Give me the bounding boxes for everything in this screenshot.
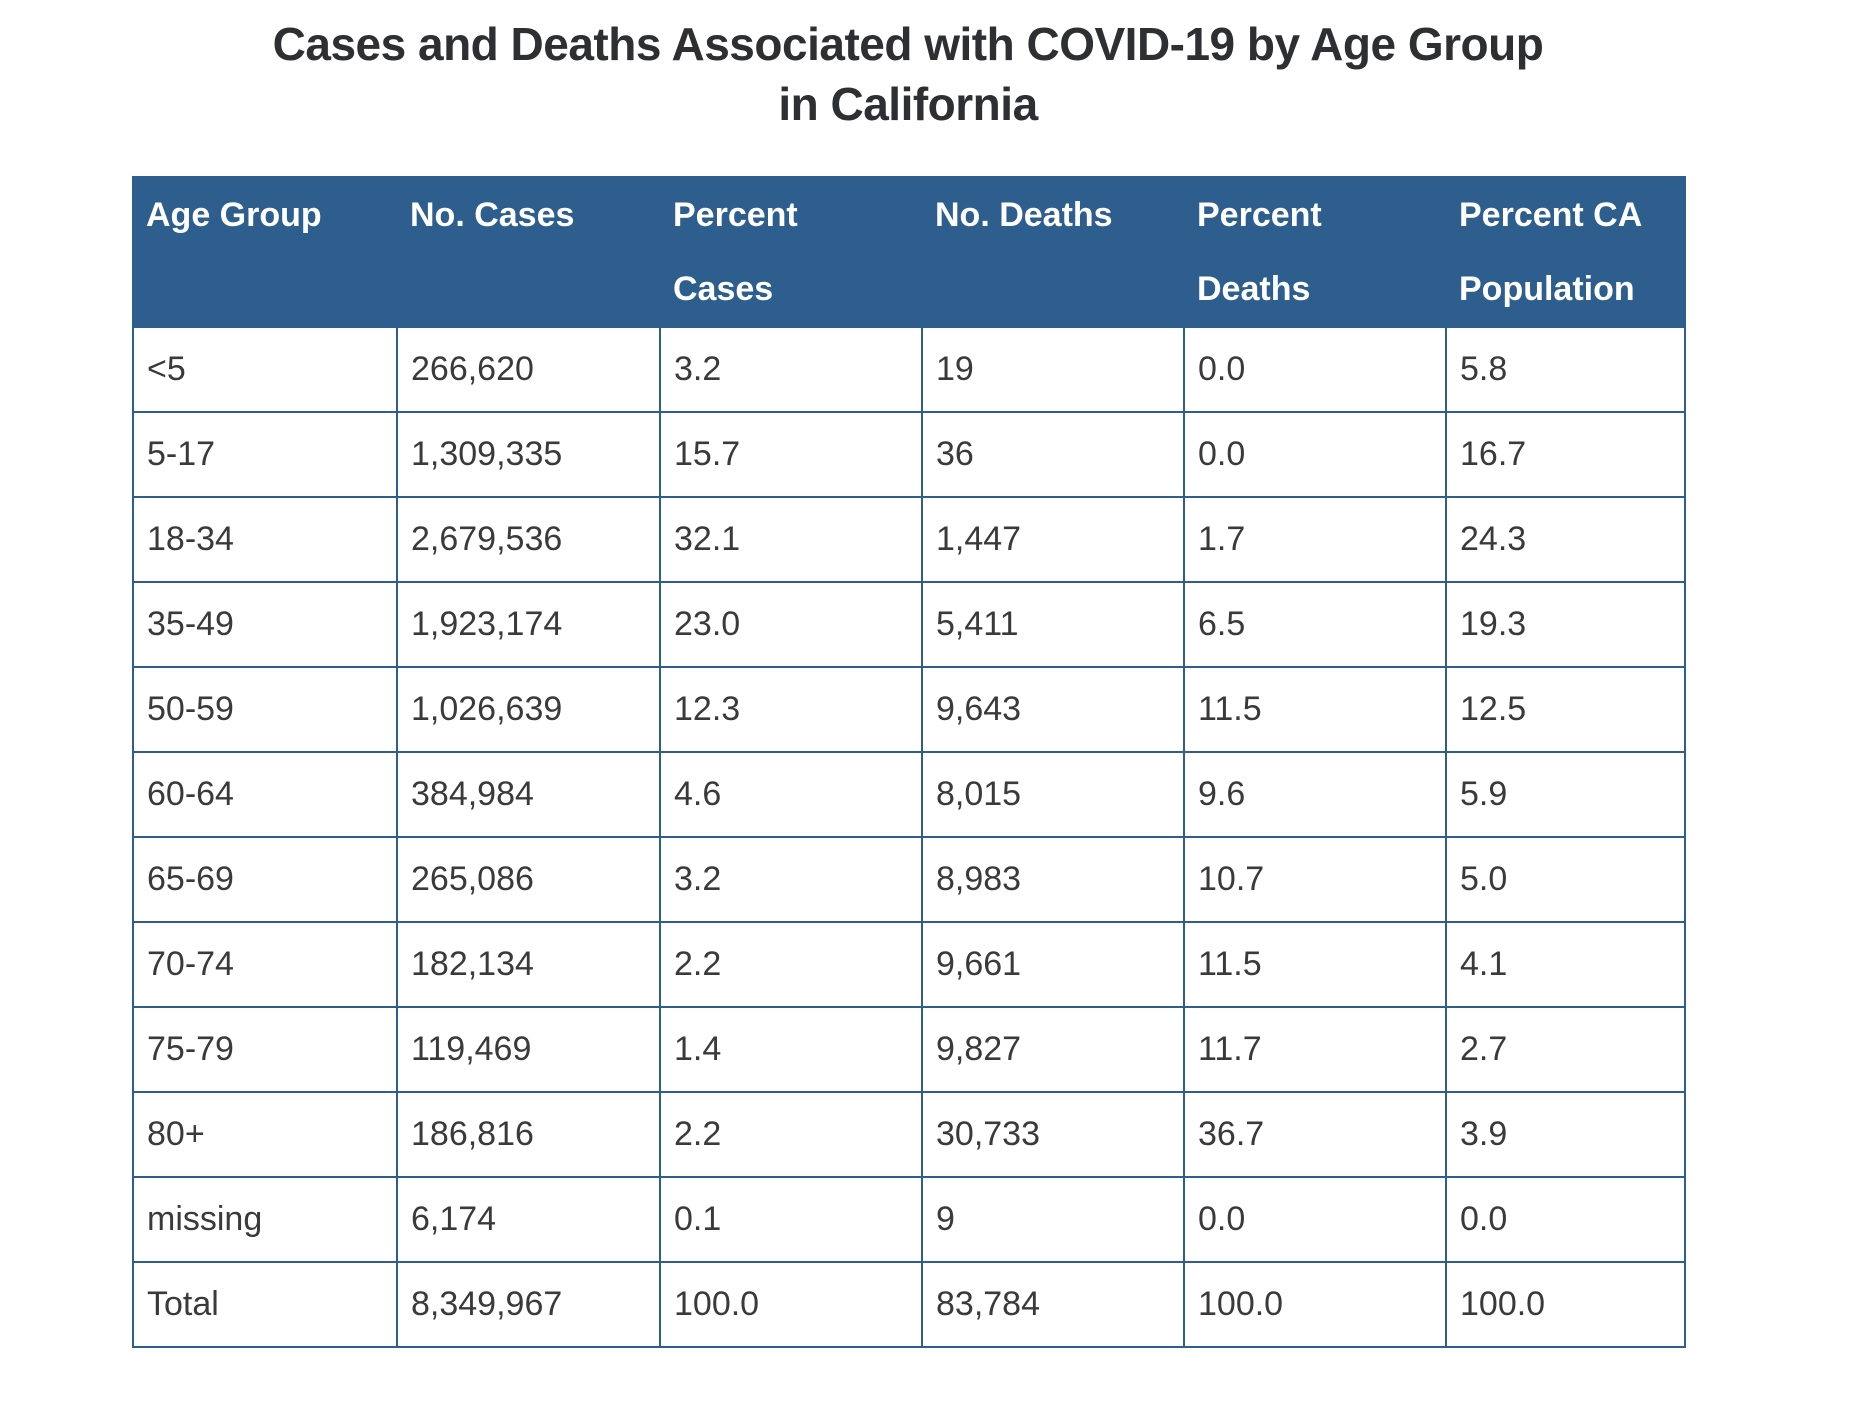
table-row: 60-64 384,984 4.6 8,015 9.6 5.9 bbox=[132, 751, 1686, 838]
table-cell: 19 bbox=[921, 326, 1185, 413]
column-header-no-deaths: No. Deaths bbox=[921, 176, 1185, 328]
table-cell: 30,733 bbox=[921, 1091, 1185, 1178]
column-header-percent-ca-population: Percent CA Population bbox=[1445, 176, 1686, 328]
table-cell: 12.3 bbox=[659, 666, 923, 753]
table-cell: 11.5 bbox=[1183, 921, 1447, 1008]
table-cell: 10.7 bbox=[1183, 836, 1447, 923]
table-cell: 19.3 bbox=[1445, 581, 1686, 668]
table-cell: 2.7 bbox=[1445, 1006, 1686, 1093]
table-cell: 4.6 bbox=[659, 751, 923, 838]
table-cell: 0.0 bbox=[1183, 411, 1447, 498]
column-header-percent-deaths: Percent Deaths bbox=[1183, 176, 1447, 328]
page-title-line1: Cases and Deaths Associated with COVID-1… bbox=[272, 18, 1544, 70]
table-cell: 12.5 bbox=[1445, 666, 1686, 753]
table-cell: 23.0 bbox=[659, 581, 923, 668]
table-cell: 3.2 bbox=[659, 326, 923, 413]
column-header-no-cases: No. Cases bbox=[396, 176, 661, 328]
table-cell: 8,015 bbox=[921, 751, 1185, 838]
table-row: 70-74 182,134 2.2 9,661 11.5 4.1 bbox=[132, 921, 1686, 1008]
table-row: 75-79 119,469 1.4 9,827 11.7 2.7 bbox=[132, 1006, 1686, 1093]
table-cell: 100.0 bbox=[1183, 1261, 1447, 1348]
table-row: 35-49 1,923,174 23.0 5,411 6.5 19.3 bbox=[132, 581, 1686, 668]
table-cell: 16.7 bbox=[1445, 411, 1686, 498]
table-cell: 60-64 bbox=[132, 751, 398, 838]
table-cell: 1,923,174 bbox=[396, 581, 661, 668]
table-cell: 384,984 bbox=[396, 751, 661, 838]
table-cell: 9,827 bbox=[921, 1006, 1185, 1093]
table-cell: 2.2 bbox=[659, 1091, 923, 1178]
table-cell: 0.0 bbox=[1445, 1176, 1686, 1263]
table-cell: 0.0 bbox=[1183, 1176, 1447, 1263]
table-row: 50-59 1,026,639 12.3 9,643 11.5 12.5 bbox=[132, 666, 1686, 753]
table-header-row: Age Group No. Cases Percent Cases No. De… bbox=[132, 176, 1686, 328]
table-cell: 6.5 bbox=[1183, 581, 1447, 668]
table-cell: 8,983 bbox=[921, 836, 1185, 923]
table-cell: 8,349,967 bbox=[396, 1261, 661, 1348]
table-cell: 36.7 bbox=[1183, 1091, 1447, 1178]
table-cell: Total bbox=[132, 1261, 398, 1348]
covid-age-group-table: Age Group No. Cases Percent Cases No. De… bbox=[132, 176, 1686, 1348]
table-row: 5-17 1,309,335 15.7 36 0.0 16.7 bbox=[132, 411, 1686, 498]
table-cell: 182,134 bbox=[396, 921, 661, 1008]
table-cell: 5,411 bbox=[921, 581, 1185, 668]
table-cell: 15.7 bbox=[659, 411, 923, 498]
table-cell: 3.9 bbox=[1445, 1091, 1686, 1178]
table-cell: 1,309,335 bbox=[396, 411, 661, 498]
table-body: <5 266,620 3.2 19 0.0 5.8 5-17 1,309,335 15.7 36 0… bbox=[132, 326, 1686, 1348]
table-cell: 11.7 bbox=[1183, 1006, 1447, 1093]
table-row: 80+ 186,816 2.2 30,733 36.7 3.9 bbox=[132, 1091, 1686, 1178]
table-cell: 5-17 bbox=[132, 411, 398, 498]
table-cell: <5 bbox=[132, 326, 398, 413]
table-row: <5 266,620 3.2 19 0.0 5.8 bbox=[132, 326, 1686, 413]
table-cell: 2,679,536 bbox=[396, 496, 661, 583]
table-cell: 5.8 bbox=[1445, 326, 1686, 413]
table-row: missing 6,174 0.1 9 0.0 0.0 bbox=[132, 1176, 1686, 1263]
table-cell: 186,816 bbox=[396, 1091, 661, 1178]
table-cell: 3.2 bbox=[659, 836, 923, 923]
table-cell: 9 bbox=[921, 1176, 1185, 1263]
table-cell: 5.9 bbox=[1445, 751, 1686, 838]
table-cell: 2.2 bbox=[659, 921, 923, 1008]
table-cell: 50-59 bbox=[132, 666, 398, 753]
page-title-line2: in California bbox=[778, 78, 1038, 130]
table-cell: 11.5 bbox=[1183, 666, 1447, 753]
table-cell: 1,447 bbox=[921, 496, 1185, 583]
table-row: Total 8,349,967 100.0 83,784 100.0 100.0 bbox=[132, 1261, 1686, 1348]
table-cell: 36 bbox=[921, 411, 1185, 498]
table-cell: 35-49 bbox=[132, 581, 398, 668]
table-cell: 75-79 bbox=[132, 1006, 398, 1093]
table-row: 65-69 265,086 3.2 8,983 10.7 5.0 bbox=[132, 836, 1686, 923]
table-cell: 65-69 bbox=[132, 836, 398, 923]
table-cell: missing bbox=[132, 1176, 398, 1263]
table-cell: 32.1 bbox=[659, 496, 923, 583]
table-cell: 18-34 bbox=[132, 496, 398, 583]
column-header-percent-cases: Percent Cases bbox=[659, 176, 923, 328]
table-cell: 6,174 bbox=[396, 1176, 661, 1263]
table-cell: 80+ bbox=[132, 1091, 398, 1178]
table-cell: 100.0 bbox=[659, 1261, 923, 1348]
table-cell: 266,620 bbox=[396, 326, 661, 413]
table-cell: 9,643 bbox=[921, 666, 1185, 753]
table-cell: 119,469 bbox=[396, 1006, 661, 1093]
table-cell: 1.4 bbox=[659, 1006, 923, 1093]
table-cell: 5.0 bbox=[1445, 836, 1686, 923]
table-cell: 1,026,639 bbox=[396, 666, 661, 753]
table-cell: 70-74 bbox=[132, 921, 398, 1008]
page-title: Cases and Deaths Associated with COVID-1… bbox=[132, 14, 1684, 134]
table-cell: 265,086 bbox=[396, 836, 661, 923]
column-header-age-group: Age Group bbox=[132, 176, 398, 328]
table-cell: 1.7 bbox=[1183, 496, 1447, 583]
table-cell: 9,661 bbox=[921, 921, 1185, 1008]
table-cell: 83,784 bbox=[921, 1261, 1185, 1348]
table-cell: 9.6 bbox=[1183, 751, 1447, 838]
table-cell: 24.3 bbox=[1445, 496, 1686, 583]
table-cell: 100.0 bbox=[1445, 1261, 1686, 1348]
table-row: 18-34 2,679,536 32.1 1,447 1.7 24.3 bbox=[132, 496, 1686, 583]
table-cell: 0.0 bbox=[1183, 326, 1447, 413]
table-cell: 4.1 bbox=[1445, 921, 1686, 1008]
table-cell: 0.1 bbox=[659, 1176, 923, 1263]
